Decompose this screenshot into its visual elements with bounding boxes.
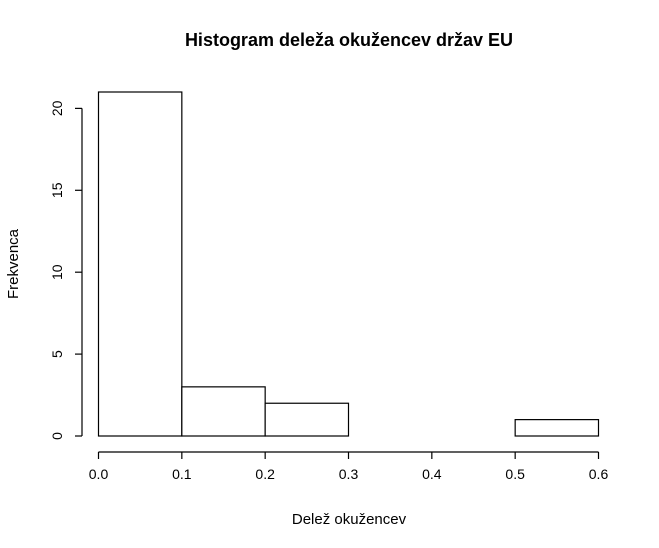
x-tick-label: 0.4 <box>422 466 442 482</box>
y-tick-label: 5 <box>49 350 65 358</box>
x-tick-label: 0.5 <box>505 466 525 482</box>
histogram-bar <box>264 402 350 437</box>
y-tick-label: 15 <box>49 182 65 198</box>
x-tick-label: 0.0 <box>89 466 109 482</box>
y-tick-label: 0 <box>49 432 65 440</box>
y-axis-label: Frekvenca <box>5 228 22 299</box>
y-tick-label: 20 <box>49 100 65 116</box>
chart-title: Histogram deleža okužencev držav EU <box>185 30 513 50</box>
x-tick-label: 0.2 <box>255 466 275 482</box>
x-tick-label: 0.1 <box>172 466 192 482</box>
x-axis-label: Delež okužencev <box>292 511 407 528</box>
bars-group <box>97 91 600 437</box>
histogram-bar <box>514 419 600 437</box>
x-axis: 0.0 0.1 0.2 0.3 0.4 0.5 0.6 <box>89 451 609 482</box>
x-tick-label: 0.6 <box>589 466 609 482</box>
histogram-bar <box>181 386 266 437</box>
y-tick-label: 10 <box>49 264 65 280</box>
y-axis: 0 5 10 15 20 <box>49 100 83 440</box>
x-tick-label: 0.3 <box>339 466 359 482</box>
histogram-bar <box>97 91 183 437</box>
